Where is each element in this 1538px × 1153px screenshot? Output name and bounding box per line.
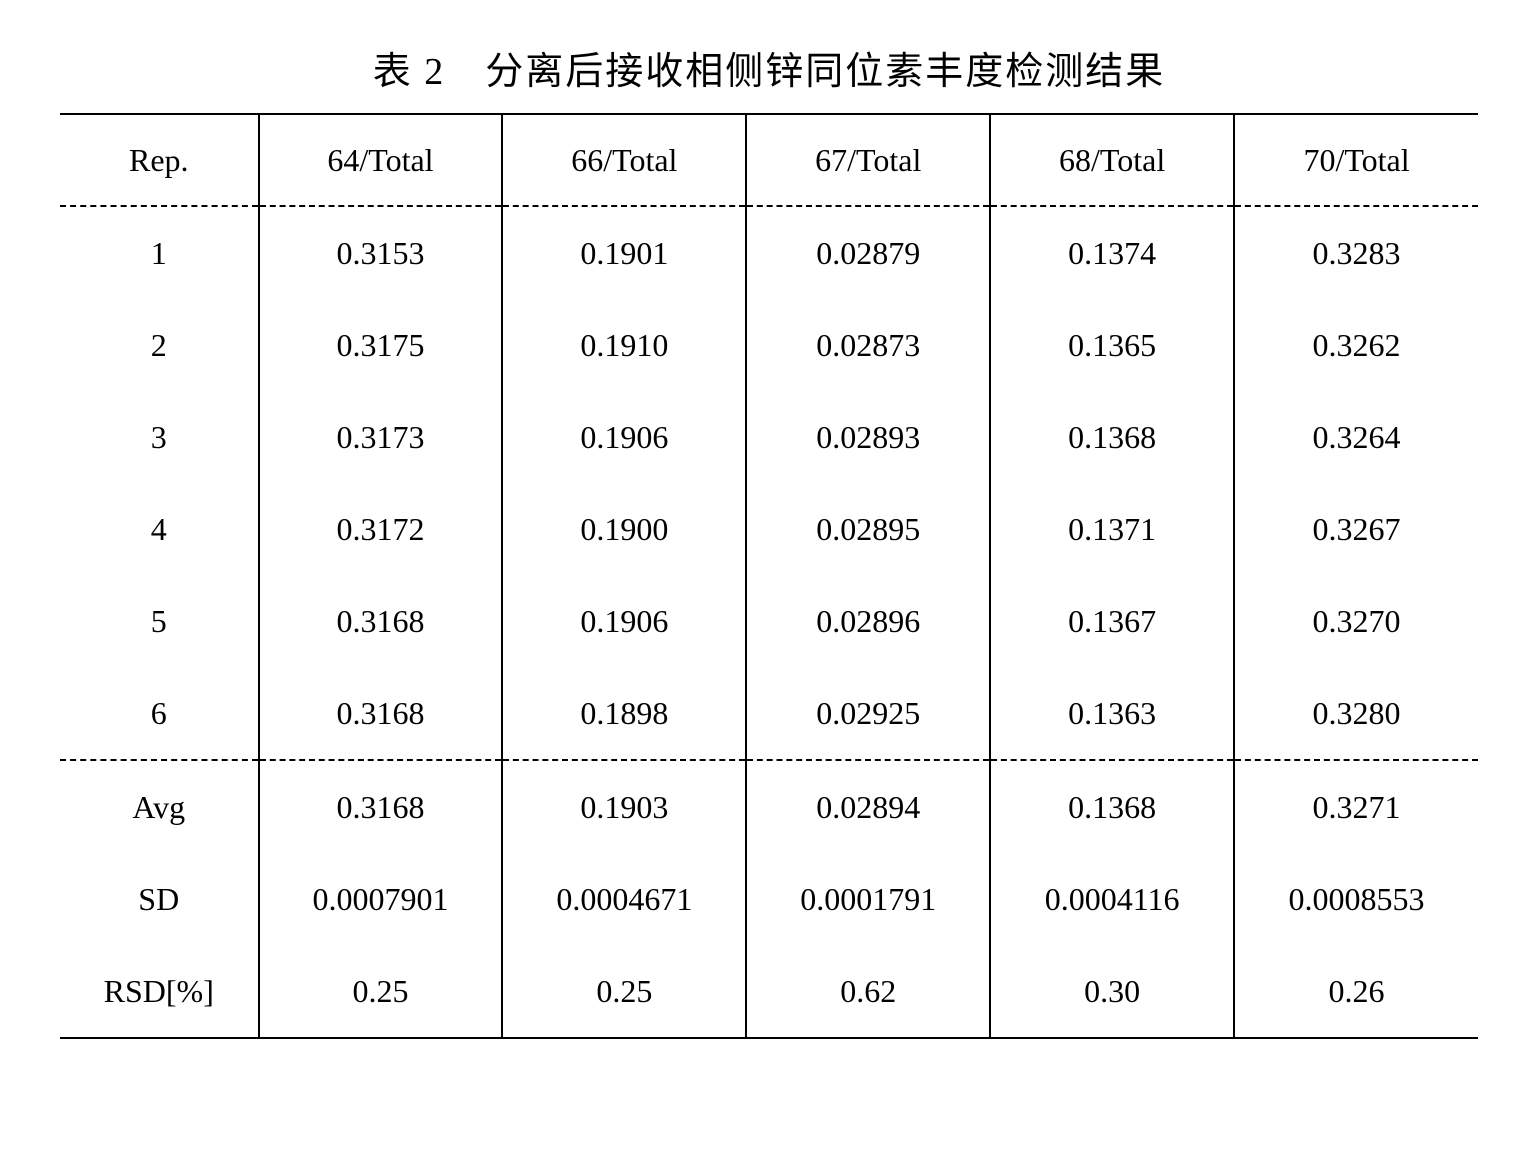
- cell: 0.1367: [990, 575, 1234, 667]
- table-caption: 表 2 分离后接收相侧锌同位素丰度检测结果: [60, 40, 1478, 95]
- cell: 0.1898: [502, 667, 746, 760]
- table-row: 6 0.3168 0.1898 0.02925 0.1363 0.3280: [60, 667, 1478, 760]
- cell: 4: [60, 483, 259, 575]
- cell: 0.3283: [1234, 206, 1478, 299]
- cell: 0.3270: [1234, 575, 1478, 667]
- cell: 0.3168: [259, 575, 503, 667]
- cell: 0.1365: [990, 299, 1234, 391]
- cell: 0.3175: [259, 299, 503, 391]
- table-row: 3 0.3173 0.1906 0.02893 0.1368 0.3264: [60, 391, 1478, 483]
- cell: 0.1900: [502, 483, 746, 575]
- cell: 0.3168: [259, 667, 503, 760]
- cell: SD: [60, 853, 259, 945]
- cell: 0.26: [1234, 945, 1478, 1038]
- cell: 0.02896: [746, 575, 990, 667]
- cell: 0.1903: [502, 760, 746, 853]
- cell: 0.0008553: [1234, 853, 1478, 945]
- table-row: 1 0.3153 0.1901 0.02879 0.1374 0.3283: [60, 206, 1478, 299]
- cell: 0.02895: [746, 483, 990, 575]
- cell: 0.3280: [1234, 667, 1478, 760]
- cell: 0.3271: [1234, 760, 1478, 853]
- cell: 0.0004116: [990, 853, 1234, 945]
- cell: 0.1368: [990, 391, 1234, 483]
- cell: 0.30: [990, 945, 1234, 1038]
- cell: 0.3264: [1234, 391, 1478, 483]
- cell: 0.3262: [1234, 299, 1478, 391]
- cell: 0.1910: [502, 299, 746, 391]
- cell: 0.3173: [259, 391, 503, 483]
- table-header-row: Rep. 64/Total 66/Total 67/Total 68/Total…: [60, 114, 1478, 206]
- cell: 0.02925: [746, 667, 990, 760]
- cell: 0.1363: [990, 667, 1234, 760]
- cell: 0.0001791: [746, 853, 990, 945]
- cell: 0.62: [746, 945, 990, 1038]
- cell: 0.25: [259, 945, 503, 1038]
- cell: 0.0007901: [259, 853, 503, 945]
- col-header: 68/Total: [990, 114, 1234, 206]
- cell: Avg: [60, 760, 259, 853]
- cell: 2: [60, 299, 259, 391]
- cell: 0.02873: [746, 299, 990, 391]
- cell: 5: [60, 575, 259, 667]
- isotope-table: Rep. 64/Total 66/Total 67/Total 68/Total…: [60, 113, 1478, 1039]
- cell: 0.1906: [502, 575, 746, 667]
- col-header: 64/Total: [259, 114, 503, 206]
- cell: 0.25: [502, 945, 746, 1038]
- table-row: 2 0.3175 0.1910 0.02873 0.1365 0.3262: [60, 299, 1478, 391]
- cell: 0.1374: [990, 206, 1234, 299]
- cell: 0.02879: [746, 206, 990, 299]
- summary-row-rsd: RSD[%] 0.25 0.25 0.62 0.30 0.26: [60, 945, 1478, 1038]
- col-header: 70/Total: [1234, 114, 1478, 206]
- cell: 0.02894: [746, 760, 990, 853]
- cell: 0.1368: [990, 760, 1234, 853]
- cell: RSD[%]: [60, 945, 259, 1038]
- col-header: 67/Total: [746, 114, 990, 206]
- cell: 0.1371: [990, 483, 1234, 575]
- cell: 3: [60, 391, 259, 483]
- summary-row-avg: Avg 0.3168 0.1903 0.02894 0.1368 0.3271: [60, 760, 1478, 853]
- cell: 0.3267: [1234, 483, 1478, 575]
- cell: 0.3153: [259, 206, 503, 299]
- cell: 0.0004671: [502, 853, 746, 945]
- col-header: Rep.: [60, 114, 259, 206]
- cell: 0.1901: [502, 206, 746, 299]
- table-row: 4 0.3172 0.1900 0.02895 0.1371 0.3267: [60, 483, 1478, 575]
- cell: 0.3168: [259, 760, 503, 853]
- cell: 0.02893: [746, 391, 990, 483]
- col-header: 66/Total: [502, 114, 746, 206]
- cell: 0.3172: [259, 483, 503, 575]
- cell: 0.1906: [502, 391, 746, 483]
- cell: 1: [60, 206, 259, 299]
- summary-row-sd: SD 0.0007901 0.0004671 0.0001791 0.00041…: [60, 853, 1478, 945]
- table-row: 5 0.3168 0.1906 0.02896 0.1367 0.3270: [60, 575, 1478, 667]
- cell: 6: [60, 667, 259, 760]
